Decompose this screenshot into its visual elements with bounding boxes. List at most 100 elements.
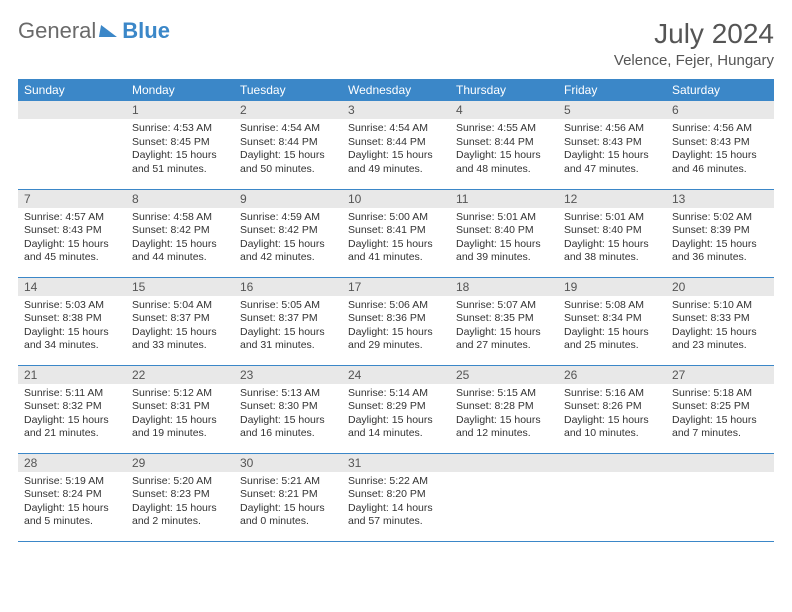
daylight-line: Daylight: 15 hours and 14 minutes.	[348, 414, 444, 441]
day-body: Sunrise: 4:59 AMSunset: 8:42 PMDaylight:…	[234, 208, 342, 271]
calendar-day-cell: 13Sunrise: 5:02 AMSunset: 8:39 PMDayligh…	[666, 189, 774, 277]
day-number: 30	[234, 454, 342, 472]
day-number: 17	[342, 278, 450, 296]
day-body: Sunrise: 4:54 AMSunset: 8:44 PMDaylight:…	[342, 119, 450, 182]
brand-word1: General	[18, 18, 96, 44]
day-body: Sunrise: 4:58 AMSunset: 8:42 PMDaylight:…	[126, 208, 234, 271]
calendar-day-cell: 1Sunrise: 4:53 AMSunset: 8:45 PMDaylight…	[126, 101, 234, 189]
sunrise-line: Sunrise: 4:58 AM	[132, 211, 228, 225]
sunset-line: Sunset: 8:33 PM	[672, 312, 768, 326]
day-number: 12	[558, 190, 666, 208]
day-number: 3	[342, 101, 450, 119]
sunrise-line: Sunrise: 4:54 AM	[240, 122, 336, 136]
day-body	[450, 472, 558, 480]
calendar-day-cell: 8Sunrise: 4:58 AMSunset: 8:42 PMDaylight…	[126, 189, 234, 277]
weekday-header: Tuesday	[234, 79, 342, 101]
calendar-day-cell: 2Sunrise: 4:54 AMSunset: 8:44 PMDaylight…	[234, 101, 342, 189]
daylight-line: Daylight: 15 hours and 41 minutes.	[348, 238, 444, 265]
day-number: 21	[18, 366, 126, 384]
sunrise-line: Sunrise: 5:02 AM	[672, 211, 768, 225]
calendar-day-cell: 14Sunrise: 5:03 AMSunset: 8:38 PMDayligh…	[18, 277, 126, 365]
day-body: Sunrise: 5:22 AMSunset: 8:20 PMDaylight:…	[342, 472, 450, 535]
day-body: Sunrise: 5:13 AMSunset: 8:30 PMDaylight:…	[234, 384, 342, 447]
day-body: Sunrise: 4:54 AMSunset: 8:44 PMDaylight:…	[234, 119, 342, 182]
sunset-line: Sunset: 8:44 PM	[456, 136, 552, 150]
day-number: 1	[126, 101, 234, 119]
brand-word2: Blue	[122, 18, 170, 44]
day-body: Sunrise: 4:53 AMSunset: 8:45 PMDaylight:…	[126, 119, 234, 182]
sunrise-line: Sunrise: 5:14 AM	[348, 387, 444, 401]
sunrise-line: Sunrise: 5:10 AM	[672, 299, 768, 313]
day-body: Sunrise: 5:04 AMSunset: 8:37 PMDaylight:…	[126, 296, 234, 359]
sunset-line: Sunset: 8:41 PM	[348, 224, 444, 238]
sunrise-line: Sunrise: 5:11 AM	[24, 387, 120, 401]
day-body: Sunrise: 5:11 AMSunset: 8:32 PMDaylight:…	[18, 384, 126, 447]
calendar-empty-cell	[18, 101, 126, 189]
sunset-line: Sunset: 8:37 PM	[132, 312, 228, 326]
weekday-header: Monday	[126, 79, 234, 101]
sunrise-line: Sunrise: 5:01 AM	[456, 211, 552, 225]
calendar-day-cell: 30Sunrise: 5:21 AMSunset: 8:21 PMDayligh…	[234, 453, 342, 541]
sunset-line: Sunset: 8:25 PM	[672, 400, 768, 414]
day-body: Sunrise: 4:57 AMSunset: 8:43 PMDaylight:…	[18, 208, 126, 271]
sunset-line: Sunset: 8:45 PM	[132, 136, 228, 150]
daylight-line: Daylight: 15 hours and 51 minutes.	[132, 149, 228, 176]
day-number: 24	[342, 366, 450, 384]
day-number: 14	[18, 278, 126, 296]
sunrise-line: Sunrise: 4:57 AM	[24, 211, 120, 225]
daylight-line: Daylight: 15 hours and 39 minutes.	[456, 238, 552, 265]
calendar-week-row: 7Sunrise: 4:57 AMSunset: 8:43 PMDaylight…	[18, 189, 774, 277]
sunset-line: Sunset: 8:43 PM	[564, 136, 660, 150]
day-number: 6	[666, 101, 774, 119]
calendar-week-row: 14Sunrise: 5:03 AMSunset: 8:38 PMDayligh…	[18, 277, 774, 365]
sunrise-line: Sunrise: 5:18 AM	[672, 387, 768, 401]
day-body: Sunrise: 5:05 AMSunset: 8:37 PMDaylight:…	[234, 296, 342, 359]
calendar-table: SundayMondayTuesdayWednesdayThursdayFrid…	[18, 79, 774, 542]
day-number: 19	[558, 278, 666, 296]
sunrise-line: Sunrise: 5:07 AM	[456, 299, 552, 313]
sunset-line: Sunset: 8:20 PM	[348, 488, 444, 502]
sunrise-line: Sunrise: 5:00 AM	[348, 211, 444, 225]
weekday-header-row: SundayMondayTuesdayWednesdayThursdayFrid…	[18, 79, 774, 101]
daylight-line: Daylight: 15 hours and 21 minutes.	[24, 414, 120, 441]
calendar-empty-cell	[450, 453, 558, 541]
daylight-line: Daylight: 15 hours and 27 minutes.	[456, 326, 552, 353]
sunset-line: Sunset: 8:38 PM	[24, 312, 120, 326]
day-body	[18, 119, 126, 127]
sunrise-line: Sunrise: 4:54 AM	[348, 122, 444, 136]
sunrise-line: Sunrise: 5:06 AM	[348, 299, 444, 313]
day-number	[18, 101, 126, 119]
sunrise-line: Sunrise: 5:08 AM	[564, 299, 660, 313]
sunrise-line: Sunrise: 4:56 AM	[564, 122, 660, 136]
sunset-line: Sunset: 8:40 PM	[456, 224, 552, 238]
sunset-line: Sunset: 8:23 PM	[132, 488, 228, 502]
calendar-empty-cell	[558, 453, 666, 541]
sunset-line: Sunset: 8:42 PM	[240, 224, 336, 238]
daylight-line: Daylight: 15 hours and 0 minutes.	[240, 502, 336, 529]
weekday-header: Saturday	[666, 79, 774, 101]
day-body: Sunrise: 5:16 AMSunset: 8:26 PMDaylight:…	[558, 384, 666, 447]
day-body: Sunrise: 5:20 AMSunset: 8:23 PMDaylight:…	[126, 472, 234, 535]
day-number: 20	[666, 278, 774, 296]
calendar-body: 1Sunrise: 4:53 AMSunset: 8:45 PMDaylight…	[18, 101, 774, 541]
day-number: 27	[666, 366, 774, 384]
calendar-week-row: 28Sunrise: 5:19 AMSunset: 8:24 PMDayligh…	[18, 453, 774, 541]
day-number: 10	[342, 190, 450, 208]
sunset-line: Sunset: 8:44 PM	[240, 136, 336, 150]
daylight-line: Daylight: 15 hours and 44 minutes.	[132, 238, 228, 265]
sunrise-line: Sunrise: 5:20 AM	[132, 475, 228, 489]
day-number: 22	[126, 366, 234, 384]
calendar-day-cell: 5Sunrise: 4:56 AMSunset: 8:43 PMDaylight…	[558, 101, 666, 189]
sunset-line: Sunset: 8:37 PM	[240, 312, 336, 326]
day-number: 4	[450, 101, 558, 119]
day-body: Sunrise: 5:12 AMSunset: 8:31 PMDaylight:…	[126, 384, 234, 447]
day-number: 11	[450, 190, 558, 208]
day-body: Sunrise: 5:19 AMSunset: 8:24 PMDaylight:…	[18, 472, 126, 535]
sunrise-line: Sunrise: 5:15 AM	[456, 387, 552, 401]
daylight-line: Daylight: 15 hours and 49 minutes.	[348, 149, 444, 176]
day-body: Sunrise: 5:07 AMSunset: 8:35 PMDaylight:…	[450, 296, 558, 359]
daylight-line: Daylight: 15 hours and 48 minutes.	[456, 149, 552, 176]
sunrise-line: Sunrise: 5:16 AM	[564, 387, 660, 401]
weekday-header: Wednesday	[342, 79, 450, 101]
sunset-line: Sunset: 8:40 PM	[564, 224, 660, 238]
